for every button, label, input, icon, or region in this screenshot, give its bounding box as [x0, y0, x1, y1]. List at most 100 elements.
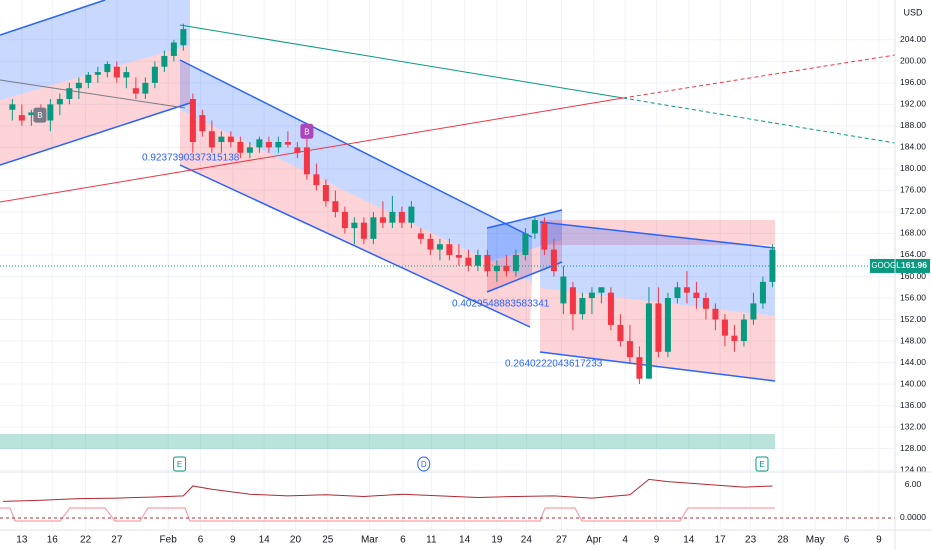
x-tick-label: 14 [259, 535, 271, 546]
candle-body [569, 287, 576, 315]
candle-body [132, 88, 139, 94]
y-tick-label: 204.00 [900, 34, 926, 44]
candle-body [332, 201, 339, 212]
y-tick-label: 128.00 [900, 443, 926, 453]
candle-body [769, 249, 776, 282]
candle-body [75, 82, 82, 89]
candle-body [588, 292, 595, 299]
candle-body [712, 308, 719, 320]
candle-body [465, 257, 472, 266]
y-tick-label: 200.00 [900, 56, 926, 66]
candle-body [9, 104, 16, 110]
x-tick-label: 9 [876, 535, 882, 546]
candle-body [313, 174, 320, 186]
x-tick-label: 24 [521, 535, 533, 546]
candle-body [484, 254, 491, 272]
y-tick-label: 136.00 [900, 400, 926, 410]
symbol-label: GOOGL [871, 261, 901, 270]
event-label: E [759, 460, 764, 469]
y-tick-label: 192.00 [900, 99, 926, 109]
channel-line [0, 102, 191, 166]
channel-line [486, 209, 563, 229]
trend-line [179, 24, 624, 99]
candle-body [104, 64, 111, 73]
candle-body [170, 42, 177, 56]
event-label: B [304, 127, 309, 136]
y-tick-label: 152.00 [900, 314, 926, 324]
event-marker [173, 456, 187, 472]
candle-body [123, 72, 130, 78]
y-tick-label: 168.00 [900, 228, 926, 238]
y-tick-label: 180.00 [900, 163, 926, 173]
candle-body [275, 142, 282, 148]
candle-body [408, 206, 415, 223]
drawings: 0.9237390337315138 0.4029548883583341 0.… [0, 0, 896, 522]
candle-body [237, 142, 244, 153]
candle-body [455, 254, 462, 258]
candle-body [189, 98, 196, 143]
candle-body [18, 115, 25, 121]
channel-line [539, 351, 776, 382]
channel-fill [487, 240, 562, 292]
candle-body [360, 222, 367, 239]
candle-body [560, 276, 567, 304]
candle-body [693, 292, 700, 299]
candle-body [256, 139, 263, 148]
x-tick-label: 27 [556, 535, 568, 546]
y-tick-label: 176.00 [900, 185, 926, 195]
x-tick-label: 17 [715, 535, 727, 546]
candle-body [731, 335, 738, 342]
candle-body [218, 136, 225, 143]
y-tick-label: 132.00 [900, 421, 926, 431]
x-tick-label: 9 [654, 535, 660, 546]
y-tick-label: 184.00 [900, 142, 926, 152]
candle-body [436, 244, 443, 250]
candle-body [227, 136, 234, 143]
event-label: B [37, 111, 42, 120]
channel-line [0, 0, 106, 36]
x-tick-label: 23 [745, 535, 757, 546]
candle-body [759, 281, 766, 304]
candle-body [208, 131, 215, 148]
candle-body [389, 211, 396, 223]
candle-body [740, 319, 747, 342]
price-badge [870, 258, 930, 273]
candle-body [85, 74, 92, 83]
channel-mid [0, 79, 186, 109]
y-tick-label: 188.00 [900, 120, 926, 130]
event-marker [33, 107, 47, 123]
x-tick-label: 6 [400, 535, 406, 546]
candle-body [284, 142, 291, 145]
x-tick-label: 6 [844, 535, 850, 546]
y-tick-label: 140.00 [900, 378, 926, 388]
x-tick-label: 16 [47, 535, 59, 546]
x-tick-label: Mar [361, 535, 379, 546]
currency: USD [903, 7, 923, 17]
channel-line [179, 164, 531, 328]
candle-body [180, 29, 187, 46]
x-tick-label: 4 [622, 535, 628, 546]
candle-body [721, 319, 728, 336]
candle-body [66, 88, 73, 99]
x-tick-label: 6 [198, 535, 204, 546]
event-label: E [177, 460, 182, 469]
candle-body [664, 298, 671, 352]
candle-body [503, 265, 510, 272]
channel-fill [0, 45, 190, 165]
y-tick-label: 144.00 [900, 357, 926, 367]
x-tick-label: May [806, 535, 825, 546]
channel-fill [180, 110, 532, 327]
x-tick-label: 14 [459, 535, 471, 546]
y-tick-label: 0.0000 [900, 512, 926, 522]
x-tick-label: 20 [290, 535, 302, 546]
candle-body [636, 357, 643, 379]
y-tick-label: 160.00 [900, 271, 926, 281]
candle-body [531, 220, 538, 234]
candle-body [94, 72, 101, 75]
candle-body [417, 233, 424, 239]
x-tick-label: 14 [683, 535, 695, 546]
x-tick-label: 19 [491, 535, 503, 546]
candle-body [47, 104, 54, 121]
y-tick-label: 124.00 [900, 464, 926, 474]
candle-body [683, 287, 690, 293]
